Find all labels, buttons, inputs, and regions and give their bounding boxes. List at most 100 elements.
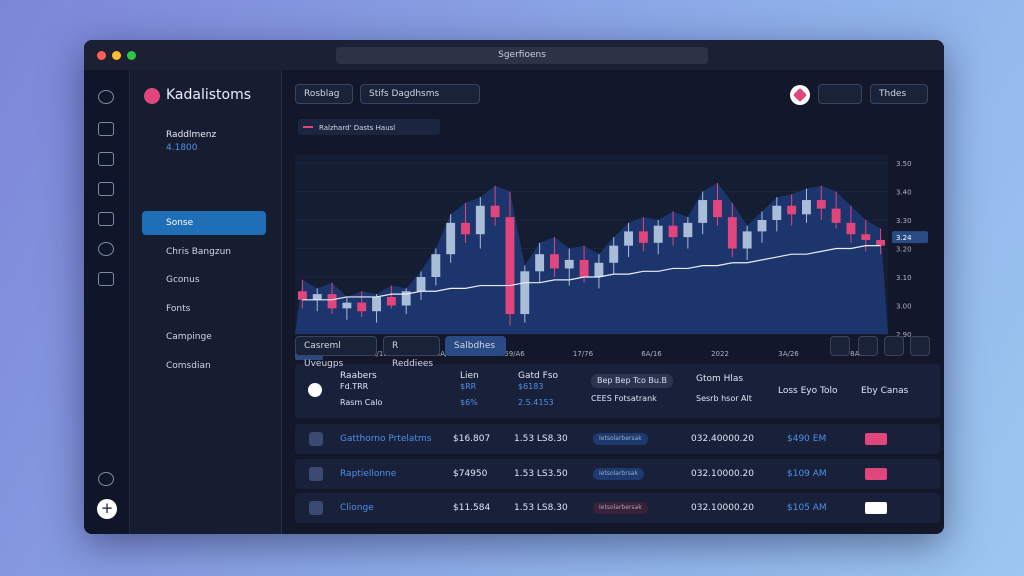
candle-body bbox=[772, 205, 782, 220]
x-tick-label: 2022 bbox=[711, 350, 729, 358]
tab[interactable]: R Reddiees bbox=[383, 336, 440, 369]
row-icon bbox=[309, 501, 323, 515]
cell: $16.807 bbox=[453, 434, 491, 444]
icon-button[interactable] bbox=[910, 336, 930, 356]
cell: $74950 bbox=[453, 468, 488, 479]
account-value: 4.1800 bbox=[166, 143, 198, 153]
toolbar-button[interactable]: Rosblag bbox=[295, 84, 353, 104]
candle-body bbox=[668, 225, 678, 238]
candle-body bbox=[713, 200, 722, 218]
badge bbox=[865, 467, 887, 480]
icon[interactable] bbox=[98, 212, 114, 226]
x-tick-label: 59/A6 bbox=[504, 350, 525, 358]
toolbar-button[interactable]: Stifs Dagdhsms bbox=[360, 84, 480, 104]
nav-item[interactable]: Fonts bbox=[166, 303, 191, 314]
candle-body bbox=[549, 254, 559, 269]
app-window: Sgerfioens + Kadalistoms Raddlmenz 4.180… bbox=[84, 40, 944, 534]
icon-button[interactable] bbox=[858, 336, 878, 356]
x-tick-label: 3A/15 bbox=[367, 350, 388, 358]
candle-body bbox=[876, 239, 886, 246]
chart-legend: Ralzhard' Dasts Hausl bbox=[319, 124, 395, 132]
add-button[interactable]: + bbox=[97, 499, 117, 519]
candle-body bbox=[787, 205, 797, 215]
logo bbox=[144, 88, 160, 104]
icon-button[interactable] bbox=[830, 336, 850, 356]
cell: 1.53 LS8.30 bbox=[514, 434, 568, 444]
candle-body bbox=[757, 220, 767, 232]
cell: $105 AM bbox=[787, 503, 827, 513]
header-text: Sesrb hsor Alt bbox=[696, 394, 752, 403]
candle-body bbox=[831, 208, 841, 223]
candle-body bbox=[386, 296, 396, 306]
x-tick-label: 17/76 bbox=[573, 350, 594, 358]
candle-body bbox=[297, 291, 307, 300]
table-row[interactable]: Raptiellonne $74950 1.53 LS3.50 Ietsolarbrs… bbox=[295, 458, 940, 489]
table-row[interactable]: Clionge $11.584 1.53 LS8.30 Ietsolarbersak 0… bbox=[295, 493, 940, 523]
header-text: $6% bbox=[460, 398, 478, 407]
y-tick-label: 3.30 bbox=[896, 217, 912, 225]
candle-body bbox=[594, 262, 604, 277]
icon-button[interactable] bbox=[818, 84, 862, 104]
y-tick-label: 2.90 bbox=[896, 331, 912, 339]
nav-item[interactable]: Campinge bbox=[166, 332, 212, 342]
status-pill: Ietsolarbrsak bbox=[593, 467, 644, 480]
y-tick-label: 3.00 bbox=[896, 303, 912, 311]
y-tick-label: 3.10 bbox=[896, 274, 912, 282]
badge bbox=[865, 502, 887, 514]
candle-body bbox=[490, 205, 500, 218]
price-tag bbox=[892, 231, 928, 244]
icon[interactable] bbox=[98, 242, 114, 256]
candle-body bbox=[579, 259, 589, 277]
candle-body bbox=[401, 291, 411, 306]
icon[interactable] bbox=[98, 152, 114, 166]
candle-body bbox=[327, 294, 337, 309]
moving-average bbox=[302, 245, 881, 301]
icon[interactable] bbox=[98, 272, 114, 286]
table-row[interactable]: Gatthorno Prtelatms $16.807 1.53 LS8.30 Iet… bbox=[295, 424, 940, 454]
header-text: Eby Canas bbox=[861, 386, 909, 396]
cell: $109 AM bbox=[787, 468, 827, 479]
alert-icon[interactable] bbox=[790, 85, 810, 105]
candle-body bbox=[416, 277, 426, 292]
tab[interactable]: Salbdhes bbox=[445, 336, 506, 356]
icon[interactable] bbox=[98, 122, 114, 136]
candle-body bbox=[342, 302, 352, 309]
nav-item[interactable]: Comsdian bbox=[166, 360, 211, 371]
cell: Raptiellonne bbox=[340, 468, 397, 479]
icon-rail: + bbox=[84, 70, 130, 534]
address-bar[interactable]: Sgerfioens bbox=[336, 47, 708, 64]
cell: 1.53 LS8.30 bbox=[514, 503, 568, 513]
icon-button[interactable] bbox=[884, 336, 904, 356]
candle-body bbox=[816, 200, 826, 209]
header-text: Raabers bbox=[340, 371, 377, 381]
candle-body bbox=[742, 231, 752, 249]
candle-body bbox=[564, 259, 574, 269]
nav-item[interactable]: Sonse bbox=[142, 211, 266, 235]
x-tick-label: 8A6 bbox=[850, 350, 864, 358]
candle-body bbox=[535, 254, 545, 272]
icon[interactable] bbox=[98, 182, 114, 196]
cell: Clionge bbox=[340, 503, 374, 513]
x-tick-label: 3A/26 bbox=[778, 350, 799, 358]
header-text: Lien bbox=[460, 371, 479, 381]
candle-body bbox=[505, 217, 515, 315]
icon[interactable] bbox=[98, 472, 114, 486]
tab[interactable]: Casreml Uveugps bbox=[295, 336, 377, 369]
cell: 032.10000.20 bbox=[691, 503, 754, 513]
header-text: Gatd Fso bbox=[518, 371, 558, 381]
nav-item[interactable]: Gconus bbox=[166, 275, 200, 285]
candle-body bbox=[727, 217, 737, 249]
cell: 1.53 LS3.50 bbox=[514, 468, 568, 479]
toolbar-button[interactable]: Thdes bbox=[870, 84, 928, 104]
avatar bbox=[308, 383, 322, 397]
minimize[interactable] bbox=[112, 51, 121, 60]
nav-item[interactable]: Chris Bangzun bbox=[166, 246, 231, 257]
header-text: Loss Eyo Tolo bbox=[778, 386, 838, 396]
maximize[interactable] bbox=[127, 51, 136, 60]
y-tick-label: 3.20 bbox=[896, 246, 912, 254]
cell: 032.40000.20 bbox=[691, 434, 754, 444]
brand: Kadalistoms bbox=[166, 87, 252, 103]
icon[interactable] bbox=[98, 90, 114, 104]
close[interactable] bbox=[97, 51, 106, 60]
